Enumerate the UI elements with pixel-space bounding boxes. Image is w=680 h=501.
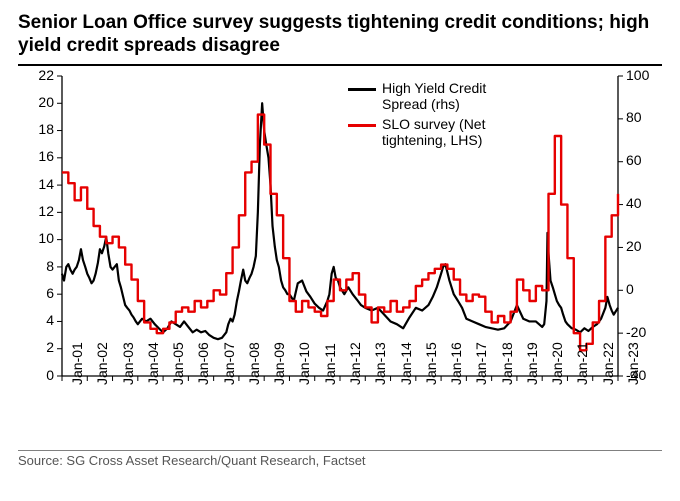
- legend: High Yield Credit Spread (rhs) SLO survey…: [348, 80, 518, 152]
- legend-label: High Yield Credit Spread (rhs): [382, 80, 518, 112]
- chart-title: Senior Loan Office survey suggests tight…: [18, 12, 662, 58]
- y-right-tick-label: 20: [626, 238, 642, 254]
- legend-swatch: [348, 88, 376, 91]
- y-left-tick-label: 0: [46, 367, 54, 383]
- y-left-tick-label: 2: [46, 339, 54, 355]
- y-right-tick-label: 40: [626, 195, 642, 211]
- plot-svg: [18, 66, 662, 446]
- y-left-tick-label: 18: [38, 121, 54, 137]
- source-text: Source: SG Cross Asset Research/Quant Re…: [18, 453, 662, 468]
- y-left-tick-label: 12: [38, 203, 54, 219]
- series-line: [62, 103, 618, 339]
- y-left-tick-label: 4: [46, 312, 54, 328]
- chart: 0246810121416182022-40-20020406080100Jan…: [18, 66, 662, 446]
- y-right-tick-label: 100: [626, 67, 649, 83]
- y-right-tick-label: -20: [626, 324, 646, 340]
- y-left-tick-label: 8: [46, 258, 54, 274]
- legend-label: SLO survey (Net tightening, LHS): [382, 116, 518, 148]
- y-left-tick-label: 20: [38, 94, 54, 110]
- y-left-tick-label: 22: [38, 67, 54, 83]
- page: Senior Loan Office survey suggests tight…: [0, 0, 680, 501]
- source-rule: [18, 450, 662, 451]
- y-right-tick-label: 0: [626, 281, 634, 297]
- series-line: [62, 114, 618, 350]
- legend-item: High Yield Credit Spread (rhs): [348, 80, 518, 112]
- y-left-tick-label: 16: [38, 148, 54, 164]
- y-right-tick-label: 80: [626, 109, 642, 125]
- y-left-tick-label: 10: [38, 230, 54, 246]
- legend-item: SLO survey (Net tightening, LHS): [348, 116, 518, 148]
- y-left-tick-label: 14: [38, 176, 54, 192]
- y-right-tick-label: 60: [626, 152, 642, 168]
- y-left-tick-label: 6: [46, 285, 54, 301]
- legend-swatch: [348, 124, 376, 127]
